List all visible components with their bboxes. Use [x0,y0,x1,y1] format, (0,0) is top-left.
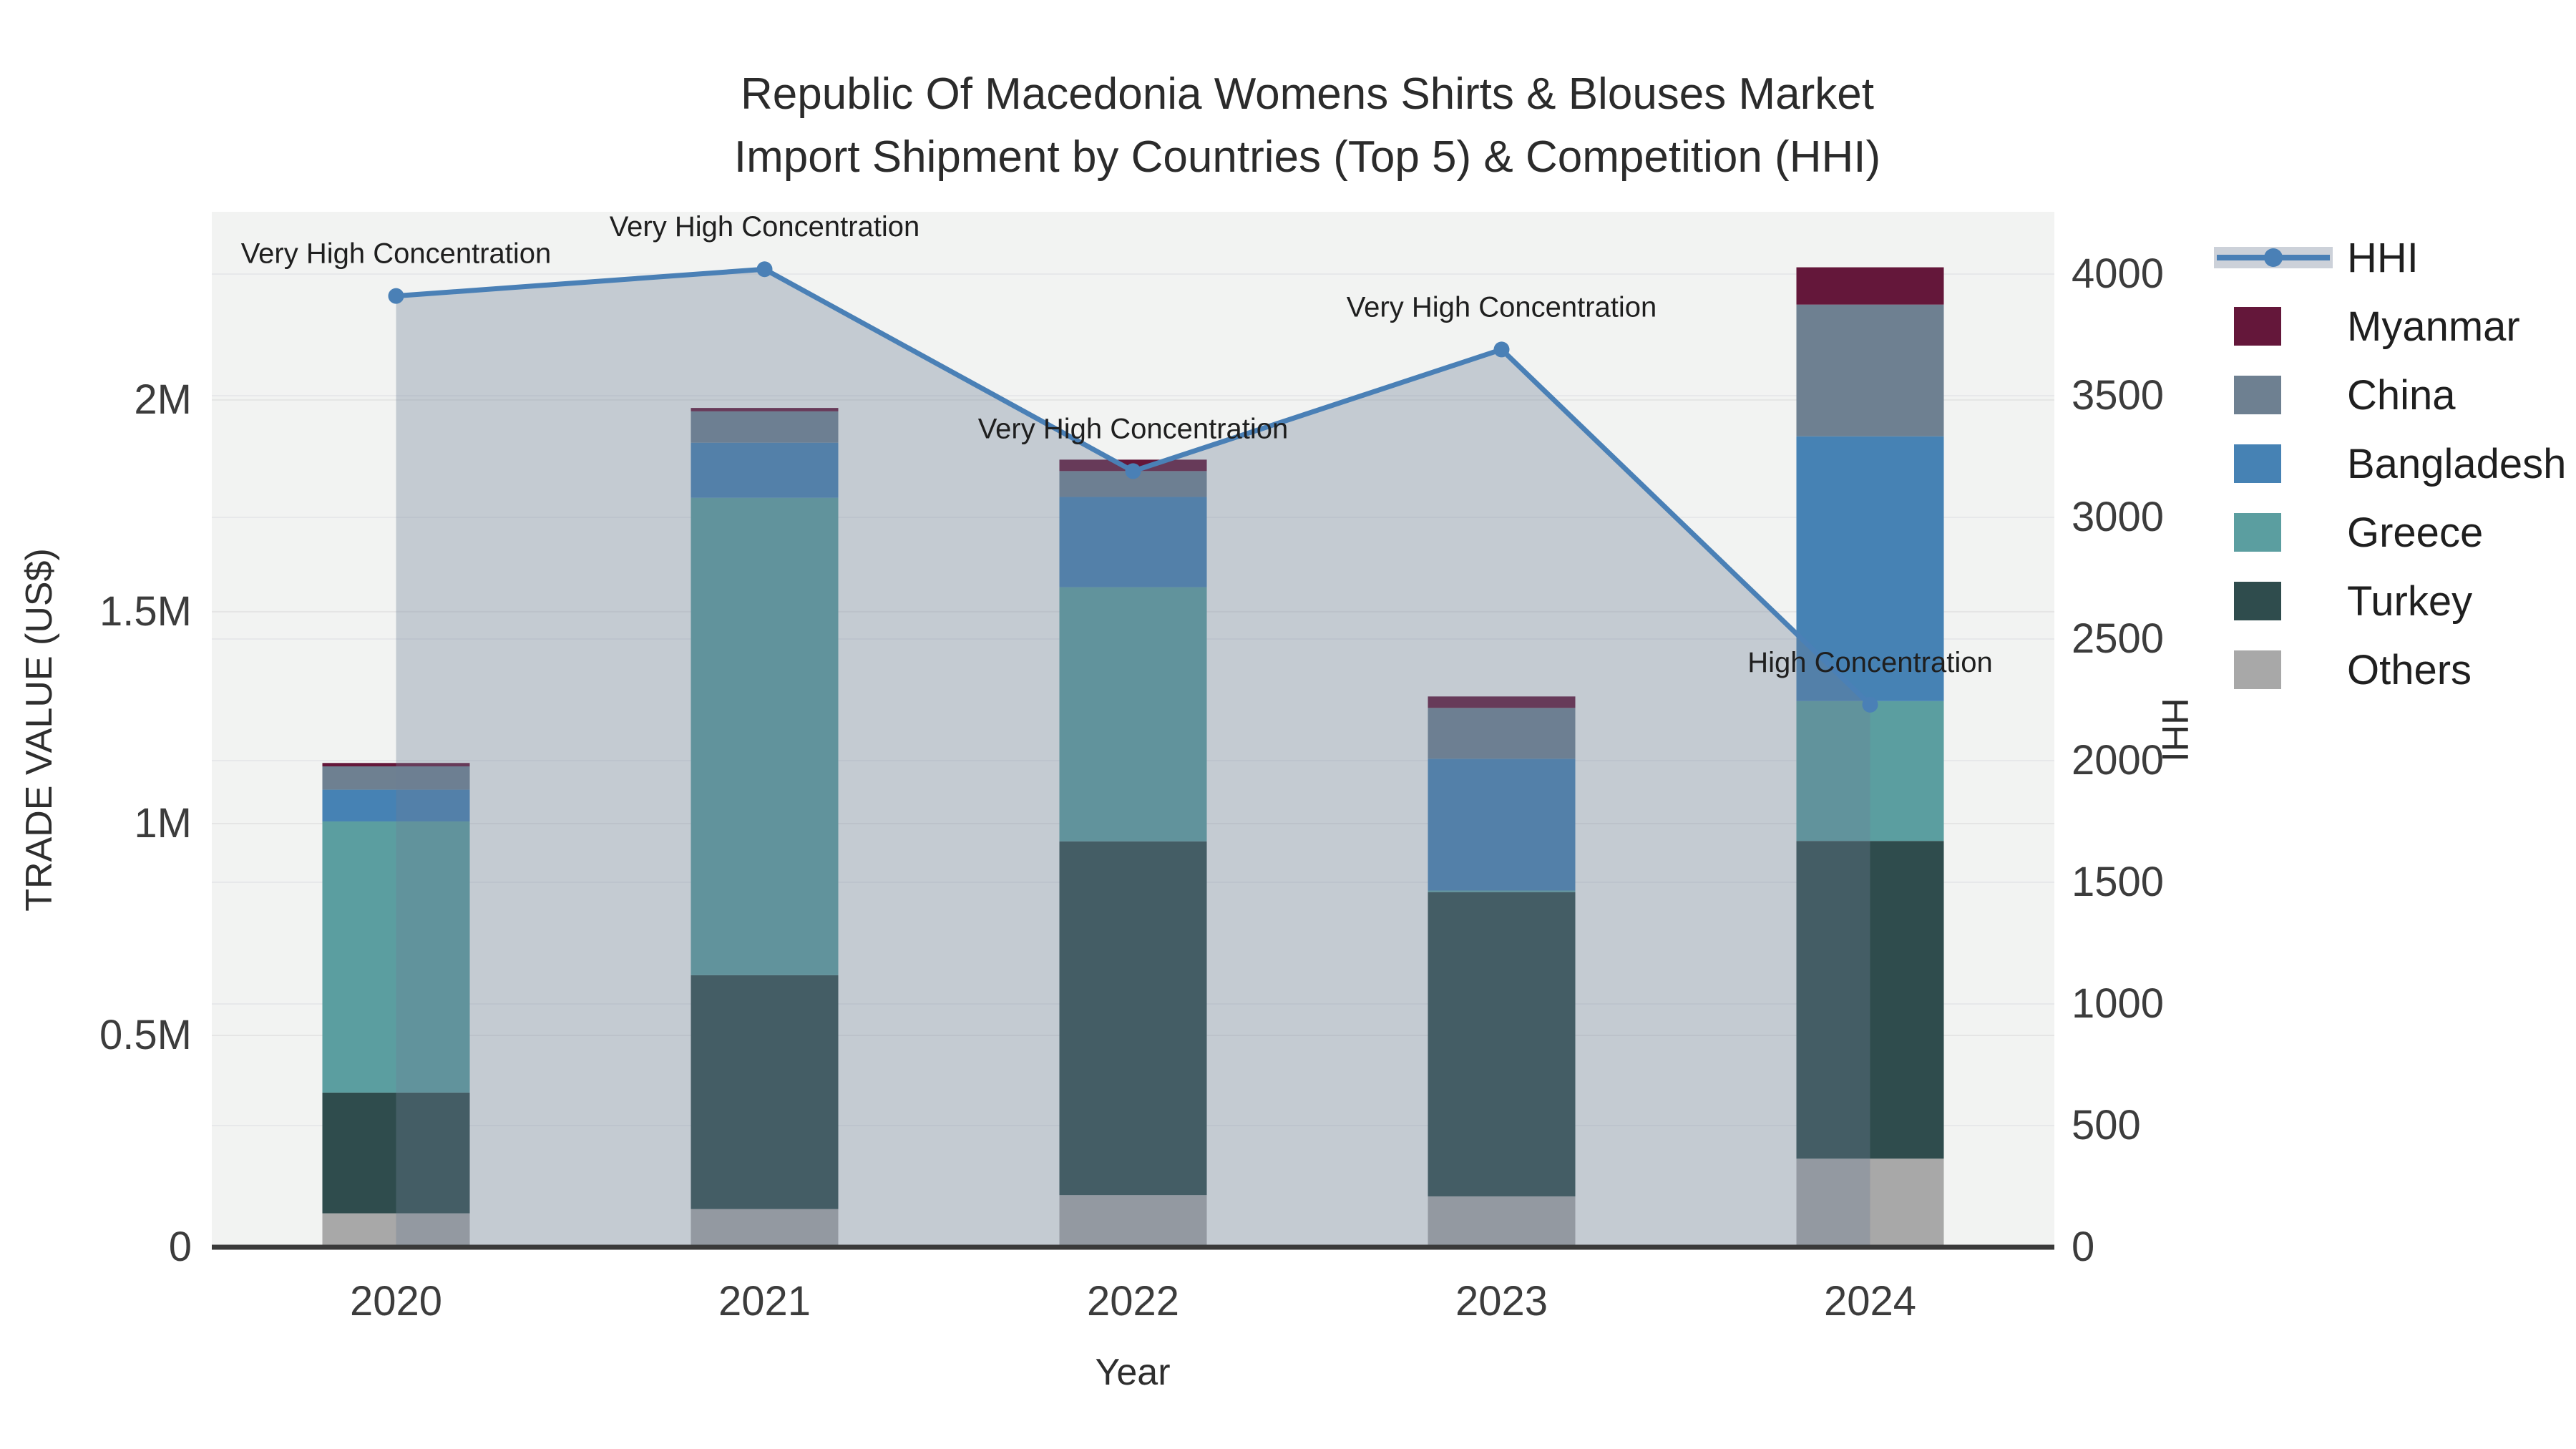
bar-segment-bangladesh-2021[interactable] [691,442,839,498]
legend-hhi-marker-icon [2264,248,2283,267]
y-right-tick-2000: 2000 [2072,737,2164,784]
y-right-axis-title: HHI [2154,698,2195,762]
y-left-tick-2M: 2M [134,376,192,423]
y-left-tick-0: 0 [169,1224,192,1270]
legend-swatch-myanmar [2234,307,2281,346]
x-axis-title: Year [1095,1352,1170,1393]
legend-swatch-turkey [2234,582,2281,620]
legend-label-others[interactable]: Others [2347,647,2472,693]
x-tick-2022: 2022 [1087,1278,1179,1324]
hhi-marker-2022[interactable] [1125,463,1141,479]
bar-segment-turkey-2022[interactable] [1059,841,1207,1196]
annotation-2022: Very High Concentration [978,413,1289,444]
x-tick-2021: 2021 [718,1278,811,1324]
hhi-area-fill [396,269,1870,1247]
annotation-2020: Very High Concentration [241,238,552,270]
bar-segment-greece-2023[interactable] [1428,890,1576,892]
bar-segment-others-2022[interactable] [1059,1195,1207,1247]
legend-label-hhi[interactable]: HHI [2347,235,2419,281]
y-right-tick-3500: 3500 [2072,372,2164,419]
x-tick-2024: 2024 [1824,1278,1916,1324]
legend-label-turkey[interactable]: Turkey [2347,578,2472,625]
chart-title-line1: Republic Of Macedonia Womens Shirts & Bl… [741,69,1874,119]
bar-segment-greece-2022[interactable] [1059,587,1207,841]
legend-item-turkey[interactable]: Turkey [2234,578,2472,625]
legend-swatch-others [2234,650,2281,689]
bar-segment-turkey-2020[interactable] [322,1092,470,1214]
y-left-tick-1M: 1M [134,800,192,847]
legend-swatch-china [2234,376,2281,414]
y-right-tick-1000: 1000 [2072,980,2164,1027]
annotation-2024: High Concentration [1747,647,1992,678]
legend-item-greece[interactable]: Greece [2234,509,2483,556]
bar-segment-bangladesh-2023[interactable] [1428,758,1576,891]
bar-segment-myanmar-2020[interactable] [322,763,470,767]
hhi-marker-2020[interactable] [388,288,404,304]
legend-label-greece[interactable]: Greece [2347,509,2483,556]
bar-segment-turkey-2021[interactable] [691,975,839,1209]
legend-item-bangladesh[interactable]: Bangladesh [2234,441,2566,487]
hhi-marker-2023[interactable] [1493,341,1510,358]
legend-label-bangladesh[interactable]: Bangladesh [2347,441,2566,487]
hhi-marker-2024[interactable] [1862,696,1878,713]
bar-segment-china-2020[interactable] [322,766,470,790]
bar-segment-others-2024[interactable] [1796,1158,1944,1247]
bar-segment-myanmar-2023[interactable] [1428,696,1576,708]
bar-segment-bangladesh-2020[interactable] [322,789,470,821]
y-right-tick-500: 500 [2072,1102,2141,1148]
y-right-tick-0: 0 [2072,1224,2094,1270]
bar-segment-others-2020[interactable] [322,1213,470,1247]
y-left-tick-1.5M: 1.5M [99,588,192,635]
legend-swatch-greece [2234,513,2281,552]
bar-segment-turkey-2024[interactable] [1796,841,1944,1159]
legend-item-myanmar[interactable]: Myanmar [2234,303,2520,350]
y-right-tick-3000: 3000 [2072,494,2164,540]
y-right-tick-1500: 1500 [2072,859,2164,905]
bar-segment-myanmar-2024[interactable] [1796,267,1944,305]
y-left-tick-0.5M: 0.5M [99,1012,192,1058]
bar-segment-china-2024[interactable] [1796,304,1944,436]
legend-item-others[interactable]: Others [2234,647,2472,693]
bar-segment-greece-2020[interactable] [322,821,470,1093]
bar-segment-bangladesh-2022[interactable] [1059,497,1207,587]
x-tick-2020: 2020 [350,1278,442,1324]
y-right-tick-2500: 2500 [2072,615,2164,662]
legend-label-myanmar[interactable]: Myanmar [2347,303,2520,350]
bar-segment-others-2021[interactable] [691,1209,839,1247]
y-left-axis-title: TRADE VALUE (US$) [19,548,60,912]
bar-segment-china-2021[interactable] [691,411,839,443]
bar-segment-myanmar-2021[interactable] [691,408,839,411]
legend-label-china[interactable]: China [2347,372,2456,419]
legend-item-hhi[interactable]: HHI [2214,235,2419,281]
bar-segment-china-2023[interactable] [1428,708,1576,759]
y-right-tick-4000: 4000 [2072,250,2164,297]
bar-segment-greece-2024[interactable] [1796,701,1944,841]
annotation-2023: Very High Concentration [1347,291,1657,323]
annotation-2021: Very High Concentration [610,211,920,243]
bar-segment-turkey-2023[interactable] [1428,892,1576,1196]
bar-segment-greece-2021[interactable] [691,497,839,975]
legend-item-china[interactable]: China [2234,372,2456,419]
chart-title-line2: Import Shipment by Countries (Top 5) & C… [734,132,1880,182]
legend-swatch-bangladesh [2234,444,2281,483]
hhi-marker-2021[interactable] [756,261,773,278]
bar-segment-others-2023[interactable] [1428,1196,1576,1247]
x-tick-2023: 2023 [1455,1278,1548,1324]
